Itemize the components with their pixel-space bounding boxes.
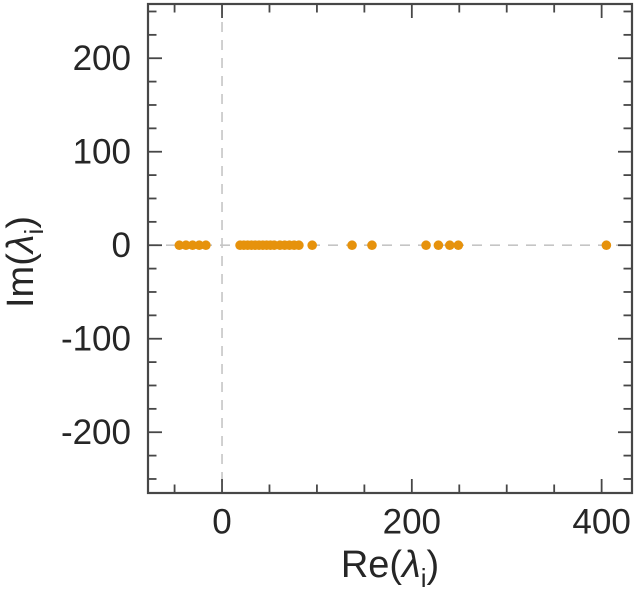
eigenvalue-series bbox=[174, 240, 612, 251]
x-tick-label: 200 bbox=[383, 503, 441, 542]
data-point bbox=[347, 240, 357, 251]
y-tick-label: -200 bbox=[61, 413, 131, 452]
data-point bbox=[187, 240, 198, 251]
data-point bbox=[294, 240, 304, 251]
data-point bbox=[433, 240, 444, 251]
data-point bbox=[444, 240, 455, 251]
data-point bbox=[194, 240, 205, 251]
y-axis-title: Im(λi) bbox=[0, 216, 49, 308]
y-tick-label: 100 bbox=[73, 133, 131, 172]
y-tick-label: 0 bbox=[112, 226, 131, 265]
plot-frame bbox=[146, 2, 634, 495]
data-point bbox=[307, 240, 317, 251]
data-point bbox=[453, 240, 464, 251]
data-point bbox=[181, 240, 191, 251]
data-point bbox=[367, 240, 377, 251]
data-point bbox=[421, 240, 431, 251]
x-axis-title: Re(λi) bbox=[341, 544, 439, 593]
data-point bbox=[601, 240, 612, 251]
x-tick-label: 400 bbox=[572, 503, 630, 542]
data-point bbox=[174, 240, 185, 251]
y-tick-label: 200 bbox=[73, 39, 131, 78]
y-tick-label: -100 bbox=[61, 320, 131, 359]
x-tick-label: 0 bbox=[212, 503, 231, 542]
data-point bbox=[201, 240, 211, 251]
tick-labels: 0 200 400 -200 -100 0 100 200 bbox=[61, 39, 631, 541]
ticks bbox=[148, 4, 632, 493]
